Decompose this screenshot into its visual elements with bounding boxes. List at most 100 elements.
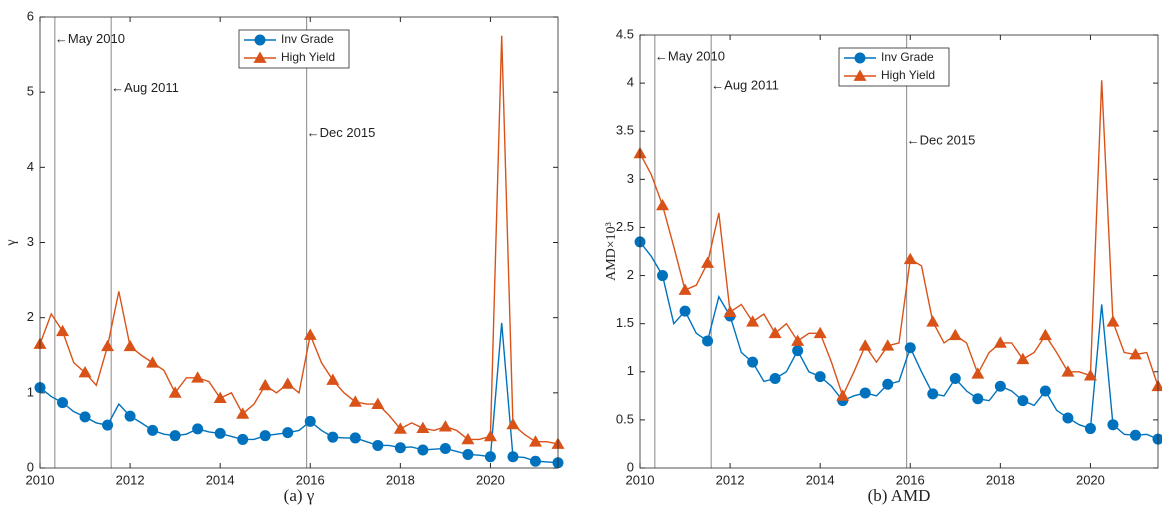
y-tick-label: 1.5 (616, 315, 634, 330)
marker (57, 397, 69, 409)
marker (1129, 429, 1141, 441)
y-tick-label: 0 (27, 459, 34, 474)
x-tick-label: 2020 (476, 472, 505, 487)
marker (258, 378, 272, 391)
marker (1061, 365, 1075, 377)
marker (723, 305, 737, 317)
marker (858, 339, 872, 351)
marker (949, 373, 961, 385)
marker (701, 256, 715, 268)
x-tick-label: 2010 (26, 472, 55, 487)
marker (372, 439, 384, 451)
x-tick-label: 2020 (1076, 472, 1105, 487)
marker (506, 417, 520, 430)
marker (439, 442, 451, 454)
marker (236, 407, 250, 419)
marker (371, 397, 385, 409)
marker (656, 198, 670, 211)
marker (78, 366, 92, 378)
x-tick-label: 2016 (296, 472, 325, 487)
marker (927, 388, 939, 400)
marker (1128, 347, 1142, 360)
x-tick-label: 2016 (896, 472, 925, 487)
x-tick-label: 2012 (116, 472, 145, 487)
marker (768, 326, 782, 339)
marker (1107, 419, 1119, 431)
marker (416, 421, 430, 434)
marker (394, 442, 406, 454)
marker (747, 356, 759, 368)
marker (791, 334, 805, 346)
marker (348, 395, 362, 407)
x-tick-label: 2010 (626, 472, 655, 487)
event-label: ←May 2010 (55, 31, 125, 46)
marker (393, 422, 407, 434)
event-label: ←Aug 2011 (711, 77, 779, 92)
marker (304, 415, 316, 427)
marker (792, 345, 804, 357)
marker (926, 315, 940, 327)
legend-marker (853, 69, 867, 81)
marker (507, 451, 519, 463)
y-tick-label: 1 (27, 384, 34, 399)
y-tick-label: 3 (27, 234, 34, 249)
marker (282, 427, 294, 439)
marker (147, 424, 159, 436)
x-tick-label: 2014 (206, 472, 235, 487)
marker (528, 435, 542, 447)
plot-frame (639, 34, 1159, 469)
marker (881, 339, 895, 351)
marker (971, 367, 985, 379)
marker (993, 336, 1007, 348)
marker (326, 373, 340, 385)
y-tick-label: 2 (627, 267, 634, 282)
marker (1016, 352, 1030, 365)
y-tick-label: 0.5 (616, 411, 634, 426)
marker (1106, 315, 1120, 327)
marker (836, 389, 850, 401)
marker (813, 326, 827, 339)
legend-label: High Yield (881, 68, 935, 82)
marker (124, 410, 136, 422)
marker (169, 430, 181, 442)
marker (56, 324, 70, 337)
marker (1083, 369, 1097, 381)
marker (769, 373, 781, 385)
caption: (b) AMD (868, 486, 931, 505)
y-tick-label: 0 (627, 459, 634, 474)
x-tick-label: 2014 (806, 472, 835, 487)
marker (994, 380, 1006, 392)
marker (237, 433, 249, 445)
legend-label: High Yield (281, 50, 335, 64)
marker (417, 444, 429, 456)
marker (814, 371, 826, 383)
marker (678, 283, 692, 295)
marker (972, 393, 984, 405)
marker (101, 339, 115, 352)
legend-marker (254, 34, 266, 46)
marker (214, 427, 226, 439)
marker (483, 429, 497, 442)
series-line (39, 35, 559, 445)
marker (349, 432, 361, 444)
y-tick-label: 4 (27, 159, 34, 174)
legend-marker (253, 51, 267, 63)
marker (259, 430, 271, 442)
marker (1152, 433, 1162, 445)
event-label: ←Aug 2011 (111, 80, 179, 95)
event-label: ←Dec 2015 (907, 132, 976, 147)
marker (1084, 423, 1096, 435)
y-axis-label: AMD×10³ (604, 222, 619, 281)
marker (1062, 412, 1074, 424)
y-tick-label: 3 (627, 171, 634, 186)
series-line (639, 80, 1159, 398)
marker (1039, 385, 1051, 397)
marker (146, 356, 160, 368)
marker (327, 431, 339, 443)
marker (123, 339, 137, 352)
marker (484, 451, 496, 463)
legend-label: Inv Grade (281, 32, 334, 46)
x-tick-label: 2018 (986, 472, 1015, 487)
marker (679, 305, 691, 317)
